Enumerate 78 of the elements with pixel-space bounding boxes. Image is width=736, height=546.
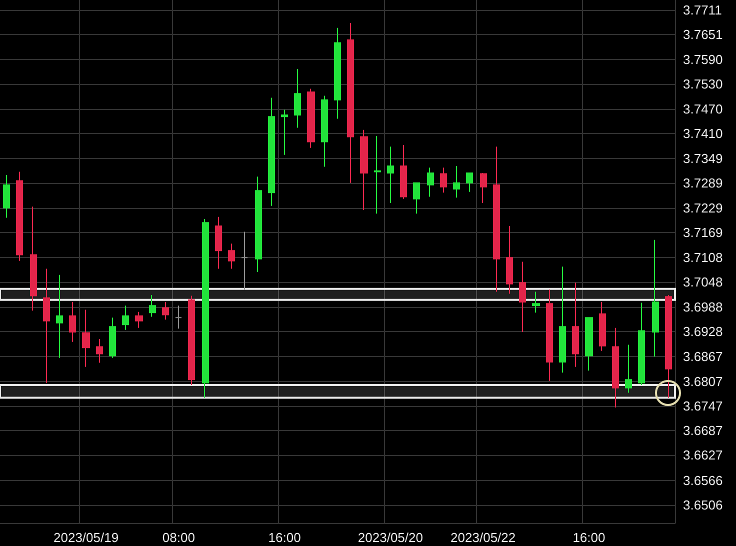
y-tick-label: 3.6928 xyxy=(683,324,723,340)
candlestick xyxy=(122,305,129,330)
candlestick xyxy=(559,266,566,374)
candlestick xyxy=(427,167,434,198)
candlestick xyxy=(321,95,328,168)
y-tick-label: 3.6867 xyxy=(683,349,723,364)
candlestick xyxy=(334,27,341,120)
candlestick xyxy=(519,261,526,332)
y-tick-label: 3.7711 xyxy=(683,2,722,18)
candlestick xyxy=(612,327,619,408)
y-tick-label: 3.7048 xyxy=(683,274,723,290)
y-tick-label: 3.7470 xyxy=(683,101,723,116)
y-tick-label: 3.7349 xyxy=(683,151,723,166)
y-tick-label: 3.6807 xyxy=(683,374,723,389)
y-tick-label: 3.6627 xyxy=(683,448,723,463)
candlestick xyxy=(56,274,63,358)
candlestick xyxy=(440,167,447,194)
candlestick xyxy=(69,301,76,342)
candlestick xyxy=(281,109,288,156)
candlestick xyxy=(162,301,169,320)
candlestick xyxy=(149,294,156,318)
y-tick-label: 3.7108 xyxy=(683,250,723,266)
candlestick xyxy=(599,301,606,352)
candlestick xyxy=(360,129,368,210)
candlestick xyxy=(387,146,394,204)
candlestick xyxy=(3,174,10,218)
candlestick xyxy=(506,225,513,294)
candlestick xyxy=(413,182,420,214)
candlestick xyxy=(374,135,381,214)
x-tick-label: 16:00 xyxy=(572,530,606,545)
candlestick xyxy=(268,97,275,206)
candlestick xyxy=(546,289,553,382)
y-tick-label: 3.6988 xyxy=(683,299,723,314)
candlestick xyxy=(82,309,90,368)
x-tick-label: 16:00 xyxy=(268,530,301,545)
candlestick xyxy=(241,231,248,290)
x-tick-label: 2023/05/20 xyxy=(358,530,423,545)
candlestick xyxy=(453,165,460,198)
candlestick xyxy=(202,218,209,398)
y-tick-label: 3.7530 xyxy=(683,76,723,92)
candlestick xyxy=(638,302,645,386)
candlestick xyxy=(188,295,195,386)
candlestick xyxy=(585,317,593,372)
candlestick xyxy=(16,171,23,262)
candlestick xyxy=(480,172,487,204)
candlestick xyxy=(228,243,235,270)
y-tick-label: 3.7410 xyxy=(683,126,723,142)
candlestick xyxy=(493,146,500,292)
candlestick xyxy=(175,305,182,330)
candlestick xyxy=(625,344,632,394)
candlestick xyxy=(347,22,354,184)
y-tick-label: 3.7229 xyxy=(683,200,723,216)
candlestick xyxy=(215,216,222,270)
y-tick-label: 3.7651 xyxy=(683,27,723,42)
y-tick-label: 3.7590 xyxy=(683,52,723,68)
y-tick-label: 3.7289 xyxy=(683,176,723,191)
candlestick xyxy=(30,206,37,312)
candlestick xyxy=(400,144,407,200)
candlestick xyxy=(135,311,143,328)
candlestick xyxy=(652,239,659,358)
x-tick-label: 2023/05/22 xyxy=(450,530,516,545)
candlestick xyxy=(665,294,672,398)
candlestick xyxy=(109,317,116,358)
x-tick-label: 08:00 xyxy=(162,530,195,545)
candlestick xyxy=(96,338,103,364)
y-tick-label: 3.6566 xyxy=(683,472,723,488)
candlestick xyxy=(532,291,540,314)
candlestick xyxy=(572,282,579,368)
candlestick xyxy=(307,88,315,148)
y-tick-label: 3.6687 xyxy=(683,423,723,438)
candlestick xyxy=(43,268,50,384)
y-tick-label: 3.7169 xyxy=(683,225,723,240)
y-tick-label: 3.6506 xyxy=(683,497,723,512)
y-tick-label: 3.6747 xyxy=(683,398,723,414)
x-tick-label: 2023/05/19 xyxy=(53,530,119,545)
candlestick xyxy=(255,176,262,272)
candlestick xyxy=(294,68,301,128)
candlestick xyxy=(466,172,473,192)
